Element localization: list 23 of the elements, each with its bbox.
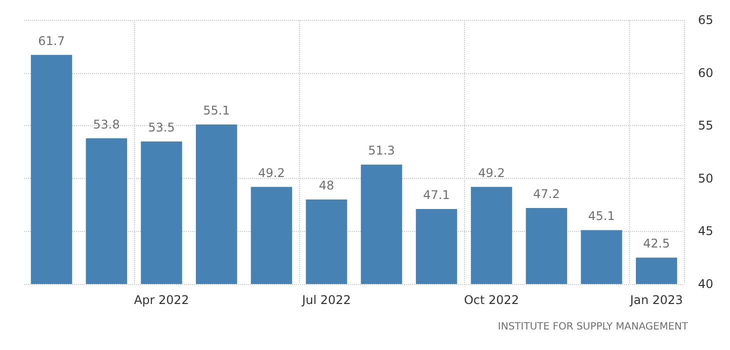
data-label: 47.2 <box>533 186 560 201</box>
data-label: 51.3 <box>368 144 395 158</box>
y-tick-label: 55 <box>698 118 714 133</box>
data-label: 53.5 <box>148 120 175 134</box>
text: INSTITUTE FOR SUPPLY MANAGEMENT <box>498 322 689 332</box>
data-label: 49.2 <box>258 166 285 180</box>
data-label: 48 <box>318 178 334 193</box>
x-tick-label: Jul 2022 <box>301 293 351 307</box>
data-label: 55.1 <box>203 104 230 118</box>
data-label: 49.2 <box>478 166 505 180</box>
y-tick-label: 60 <box>698 66 714 80</box>
data-label: 61.7 <box>38 34 65 48</box>
data-label: 47.1 <box>423 188 450 202</box>
data-label: 45.1 <box>588 209 615 224</box>
data-label: 53.8 <box>93 117 120 132</box>
x-tick-label: Oct 2022 <box>464 293 520 307</box>
y-tick-label: 40 <box>698 277 714 291</box>
y-tick-label: 65 <box>698 13 714 27</box>
data-label: 42.5 <box>643 236 670 251</box>
x-tick-label: Jan 2023 <box>629 293 683 307</box>
x-tick-label: Apr 2022 <box>134 293 190 307</box>
y-tick-label: 50 <box>698 171 714 186</box>
y-tick-label: 45 <box>698 224 714 238</box>
